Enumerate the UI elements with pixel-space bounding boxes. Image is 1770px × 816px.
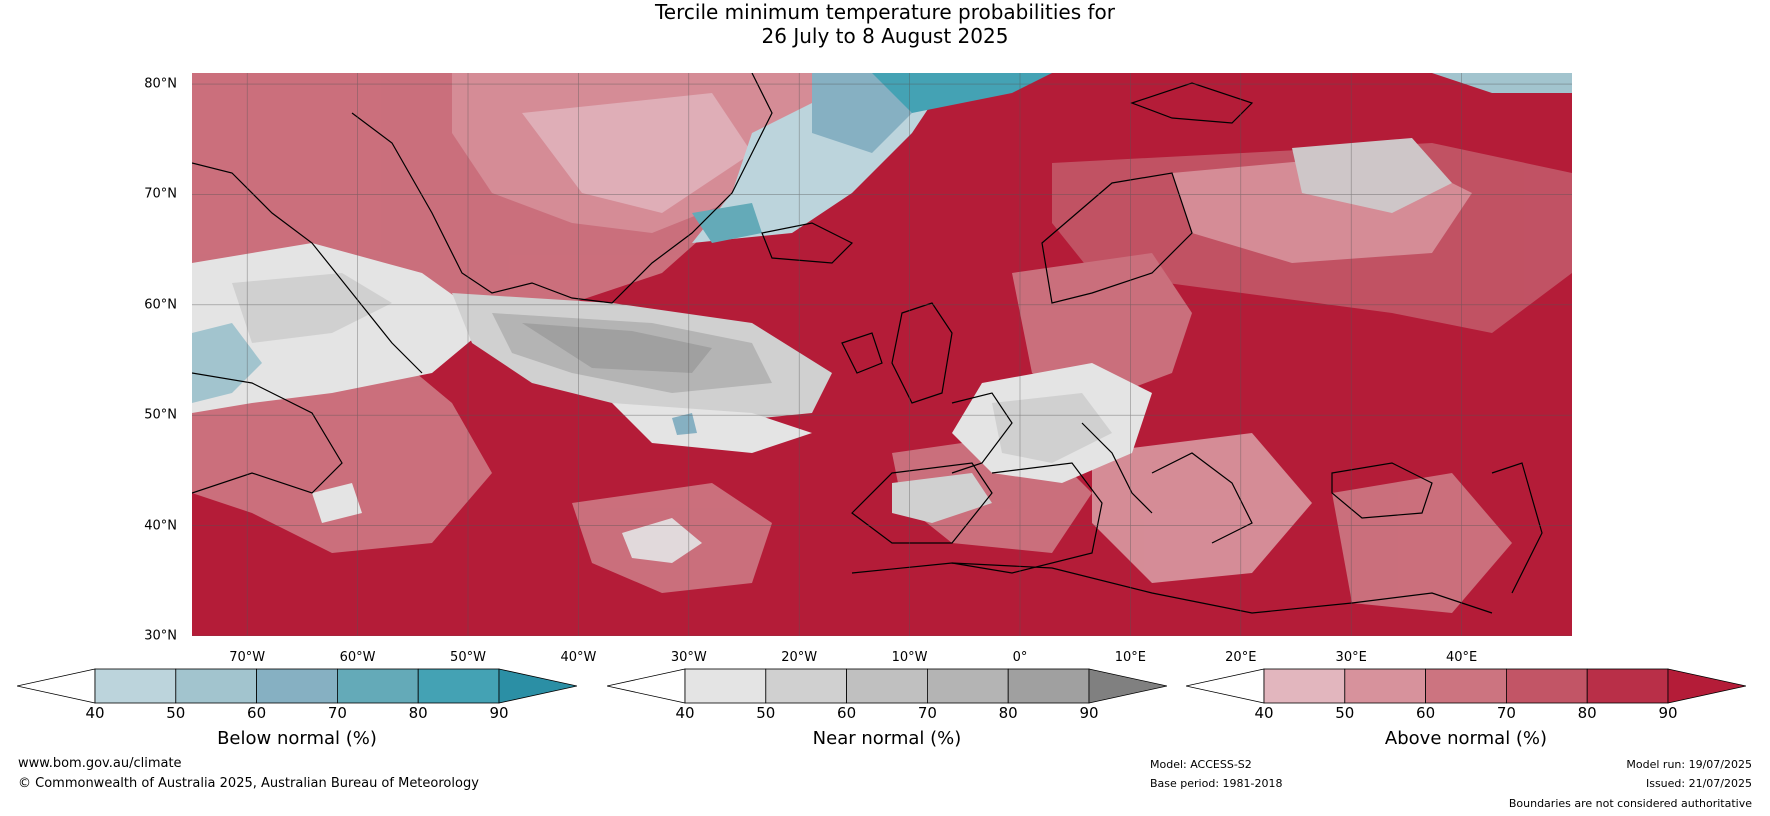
colorbar-tick-label: 80 bbox=[998, 704, 1018, 722]
colorbar-segment bbox=[336, 668, 419, 704]
colorbar-segment bbox=[417, 668, 500, 704]
colorbar-segment bbox=[1263, 668, 1346, 704]
colorbar-segment bbox=[684, 668, 767, 704]
longitude-label: 20°W bbox=[781, 650, 818, 665]
near-normal-shading bbox=[192, 243, 1152, 523]
colorbar-segment bbox=[1505, 668, 1588, 704]
colorbar-tick-label: 60 bbox=[1416, 704, 1436, 722]
colorbar-extend-low bbox=[607, 668, 686, 704]
colorbar-tick-label: 80 bbox=[1577, 704, 1597, 722]
colorbar-tick-label: 50 bbox=[756, 704, 776, 722]
colorbar-tick-label: 60 bbox=[247, 704, 267, 722]
issued-text: Issued: 21/07/2025 bbox=[1645, 777, 1752, 790]
colorbar-tick-label: 40 bbox=[85, 704, 105, 722]
colorbar-label: Above normal (%) bbox=[1384, 728, 1548, 749]
colorbar-tick-label: 90 bbox=[489, 704, 509, 722]
longitude-label: 30°E bbox=[1335, 650, 1367, 665]
colorbar-segment bbox=[1586, 668, 1669, 704]
colorbar-extend-low bbox=[17, 668, 96, 704]
latitude-label: 40°N bbox=[144, 518, 177, 534]
colorbar-extend-high bbox=[498, 668, 577, 704]
model-text: Model: ACCESS-S2 bbox=[1150, 758, 1252, 771]
colorbar-tick-label: 70 bbox=[1496, 704, 1516, 722]
latitude-label: 80°N bbox=[144, 76, 177, 92]
below-normal-shading bbox=[192, 73, 1572, 435]
map-graphic bbox=[192, 73, 1572, 636]
colorbar-segment bbox=[94, 668, 177, 704]
colorbar-tick-label: 90 bbox=[1079, 704, 1099, 722]
colorbar-extend-high bbox=[1667, 668, 1746, 704]
longitude-label: 70°W bbox=[229, 650, 266, 665]
colorbar-segment bbox=[1425, 668, 1507, 704]
colorbar-graphic bbox=[1186, 668, 1746, 704]
colorbar-segment bbox=[175, 668, 258, 704]
colorbar-label: Near normal (%) bbox=[812, 728, 962, 749]
latitude-label: 70°N bbox=[144, 186, 177, 202]
colorbar-segment bbox=[926, 668, 1009, 704]
coastlines bbox=[192, 73, 1543, 614]
colorbar-label: Below normal (%) bbox=[217, 728, 377, 749]
longitude-label: 10°W bbox=[891, 650, 928, 665]
colorbar-tick-label: 70 bbox=[327, 704, 347, 722]
longitude-label: 10°E bbox=[1114, 650, 1147, 665]
probability-map bbox=[192, 73, 1572, 636]
colorbar-segment bbox=[765, 668, 848, 704]
longitude-label: 30°W bbox=[670, 650, 707, 665]
near-normal-colorbar: Near normal (%) 40 50 60 70 80 90 bbox=[607, 668, 1167, 758]
website-text: www.bom.gov.au/climate bbox=[18, 756, 182, 771]
colorbar-tick-label: 40 bbox=[675, 704, 695, 722]
colorbar-segment bbox=[256, 668, 338, 704]
latitude-label: 30°N bbox=[144, 628, 177, 644]
longitude-label: 40°E bbox=[1445, 650, 1478, 665]
longitude-label: 60°W bbox=[339, 650, 376, 665]
colorbar-tick-label: 50 bbox=[166, 704, 186, 722]
longitude-label: 40°W bbox=[560, 650, 597, 665]
colorbar-tick-label: 60 bbox=[837, 704, 857, 722]
colorbar-segment bbox=[1344, 668, 1427, 704]
disclaimer-text: Boundaries are not considered authoritat… bbox=[1508, 797, 1752, 810]
colorbar-tick-label: 90 bbox=[1658, 704, 1678, 722]
colorbar-graphic bbox=[17, 668, 577, 704]
colorbar-graphic bbox=[607, 668, 1167, 704]
colorbar-segment bbox=[846, 668, 928, 704]
colorbar-tick-label: 50 bbox=[1335, 704, 1355, 722]
latitude-label: 50°N bbox=[144, 407, 177, 423]
colorbar-tick-label: 80 bbox=[408, 704, 428, 722]
colorbar-segment bbox=[1007, 668, 1090, 704]
model-run-text: Model run: 19/07/2025 bbox=[1626, 758, 1752, 771]
title-line-1: Tercile minimum temperature probabilitie… bbox=[654, 0, 1116, 24]
map-title: Tercile minimum temperature probabilitie… bbox=[0, 0, 1770, 48]
colorbar-extend-low bbox=[1186, 668, 1265, 704]
colorbar-tick-label: 40 bbox=[1254, 704, 1274, 722]
above-normal-colorbar: Above normal (%) 40 50 60 70 80 90 bbox=[1186, 668, 1746, 758]
colorbar-extend-high bbox=[1088, 668, 1167, 704]
colorbar-tick-label: 70 bbox=[917, 704, 937, 722]
title-line-2: 26 July to 8 August 2025 bbox=[761, 24, 1009, 48]
graticule bbox=[192, 73, 1572, 636]
longitude-label: 50°W bbox=[450, 650, 486, 665]
base-period-text: Base period: 1981-2018 bbox=[1150, 777, 1283, 790]
longitude-label: 0° bbox=[1012, 650, 1028, 665]
latitude-label: 60°N bbox=[144, 297, 177, 313]
below-normal-colorbar: Below normal (%) 40 50 60 70 80 90 bbox=[17, 668, 577, 758]
copyright-text: © Commonwealth of Australia 2025, Austra… bbox=[18, 776, 479, 791]
longitude-label: 20°E bbox=[1225, 650, 1257, 665]
